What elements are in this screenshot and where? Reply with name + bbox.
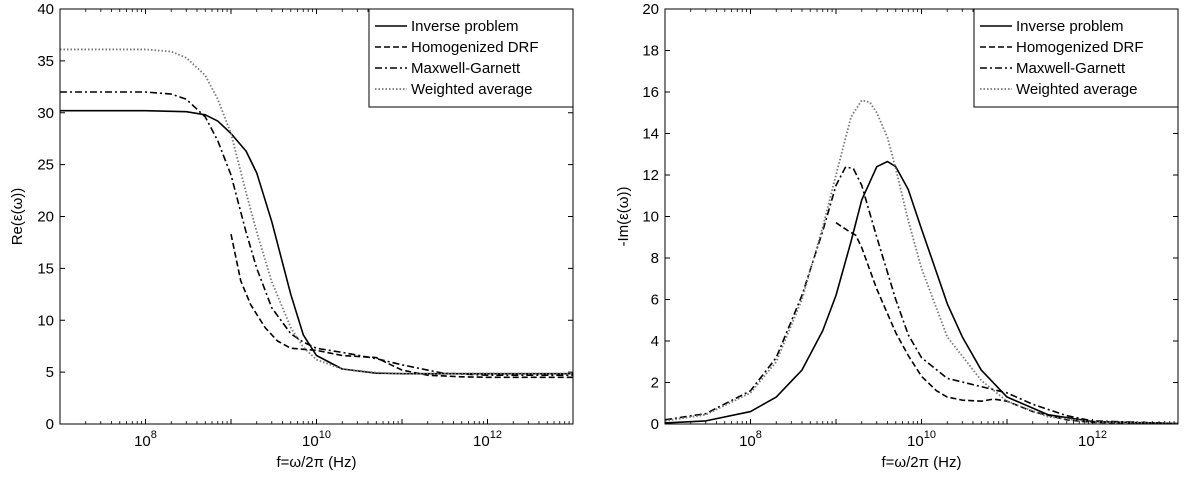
x-tick-exponent: 12 [1095, 429, 1107, 441]
y-tick-label: 40 [37, 1, 54, 18]
x-tick-exponent: 12 [490, 429, 502, 441]
legend-label: Inverse problem [411, 18, 519, 35]
series-line-maxwell-garnett [665, 165, 1178, 424]
y-tick-label: 6 [651, 292, 659, 309]
y-tick-label: 2 [651, 375, 659, 392]
x-tick-base: 10 [134, 433, 151, 450]
legend-label: Weighted average [1016, 81, 1137, 98]
y-tick-label: 15 [37, 260, 54, 277]
x-tick-label: 1010 [302, 429, 331, 450]
y-tick-label: 18 [642, 43, 659, 60]
x-tick-base: 10 [302, 433, 319, 450]
legend: Inverse problem Homogenized DRF Maxwell-Ga… [368, 8, 574, 108]
legend-label: Homogenized DRF [1016, 39, 1144, 56]
x-tick-base: 10 [739, 433, 756, 450]
series-line-inverse-problem [60, 109, 573, 375]
y-axis-label: Re(ε(ω)) [9, 188, 26, 246]
x-tick-base: 10 [907, 433, 924, 450]
x-tick-label: 108 [739, 429, 762, 450]
x-axis-label: f=ω/2π (Hz) [882, 454, 962, 471]
series-line-maxwell-garnett [60, 91, 573, 377]
x-tick-label: 108 [134, 429, 157, 450]
y-tick-label: 35 [37, 53, 54, 70]
x-axis-label: f=ω/2π (Hz) [277, 454, 357, 471]
y-tick-label: 0 [651, 416, 659, 433]
y-tick-label: 10 [37, 312, 54, 329]
legend-label: Inverse problem [1016, 18, 1124, 35]
y-axis-label: -Im(ε(ω)) [615, 186, 632, 246]
series-line-weighted-average [665, 99, 1178, 424]
x-tick-label: 1010 [907, 429, 936, 450]
x-tick-exponent: 10 [319, 429, 331, 441]
y-tick-label: 30 [37, 105, 54, 122]
legend: Inverse problem Homogenized DRF Maxwell-Ga… [973, 8, 1179, 108]
y-tick-label: 14 [642, 126, 659, 143]
series-line-homogenized-drf [230, 233, 573, 379]
x-tick-label: 1012 [473, 429, 502, 450]
y-tick-label: 20 [642, 1, 659, 18]
x-tick-base: 10 [473, 433, 490, 450]
y-tick-label: 8 [651, 250, 659, 267]
x-tick-label: 1012 [1078, 429, 1107, 450]
legend-label: Weighted average [411, 81, 532, 98]
legend-label: Maxwell-Garnett [1016, 60, 1126, 77]
y-tick-label: 12 [642, 167, 659, 184]
legend-label: Homogenized DRF [411, 39, 539, 56]
y-tick-label: 0 [46, 416, 54, 433]
y-tick-label: 25 [37, 157, 54, 174]
y-tick-label: 10 [642, 209, 659, 226]
y-tick-label: 4 [651, 333, 659, 350]
x-tick-exponent: 10 [924, 429, 936, 441]
legend-label: Maxwell-Garnett [411, 60, 521, 77]
x-tick-exponent: 8 [151, 429, 157, 441]
series-line-inverse-problem [665, 160, 1178, 424]
y-tick-label: 16 [642, 84, 659, 101]
x-tick-exponent: 8 [756, 429, 762, 441]
x-tick-base: 10 [1078, 433, 1095, 450]
y-tick-label: 20 [37, 209, 54, 226]
y-tick-label: 5 [46, 364, 54, 381]
series-line-homogenized-drf [835, 222, 1178, 424]
